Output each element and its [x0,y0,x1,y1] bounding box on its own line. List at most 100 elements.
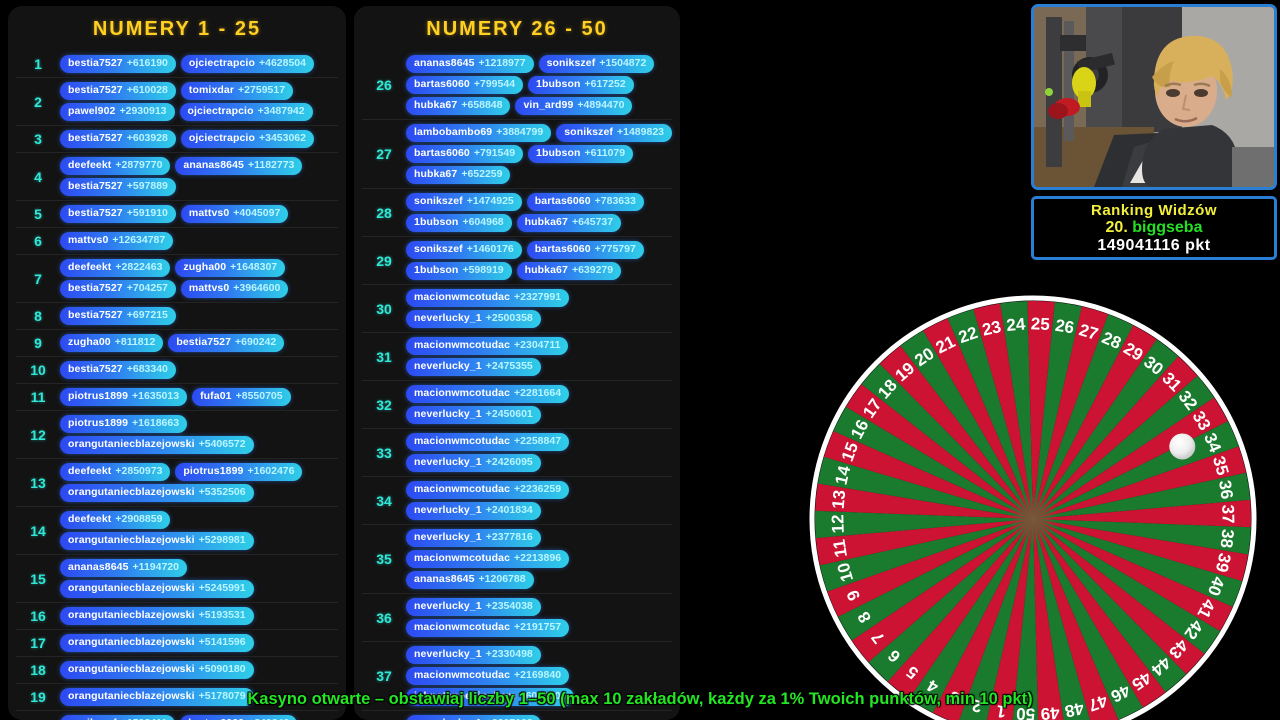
bet-pill: macionwmcotudac +2327991 [406,289,570,307]
bet-amount: +683340 [126,363,168,375]
bet-pill: bartas6060 +849242 [180,715,298,720]
bet-username: bartas6060 [534,195,591,207]
bet-list: neverlucky_1 +2330498 macionwmcotudac +2169… [406,644,672,708]
bet-amount: +2401834 [485,504,533,516]
table-row: 33 macionwmcotudac +2258847 neverlucky_1 +24… [362,428,672,476]
bet-pill: neverlucky_1 +2307193 [406,715,541,720]
bet-username: hubka67 [524,216,568,228]
bet-username: orangutaniecblazejowski [68,438,195,450]
panel-title: NUMERY 26 - 50 [426,18,608,40]
bet-pill: deefeekt +2908859 [60,511,171,529]
bet-amount: +1489823 [616,126,664,138]
table-row: 31 macionwmcotudac +2304711 neverlucky_1 +24… [362,332,672,380]
bet-pill: bartas6060 +783633 [526,193,644,211]
bet-pill: neverlucky_1 +2354038 [406,598,541,616]
bet-username: deefeekt [68,159,112,171]
row-number: 29 [376,252,392,269]
bet-amount: +12634787 [112,234,166,246]
row-number: 33 [376,444,392,461]
bet-pill: hubka67 +639279 [516,262,622,280]
row-number: 4 [34,168,42,185]
panel-title: NUMERY 1 - 25 [92,18,262,40]
bet-pill: sonikszef +1474925 [406,193,522,211]
wheel-segment [1033,519,1233,632]
bet-pill: mattvs0 +3964600 [180,280,289,298]
bet-username: bestia7527 [68,84,123,96]
wheel-segment [1033,519,1143,720]
bet-username: vin_ard99 [523,99,574,111]
bet-pill: 1bubson +598919 [406,262,512,280]
numbers-panel-1-25: NUMERY 1 - 25 1 bestia7527 +616190 ojciectr… [8,6,346,720]
bet-amount: +652259 [461,168,503,180]
row-number: 27 [376,146,392,162]
bet-username: bartas6060 [414,147,470,159]
wheel-number-label: 13 [829,489,850,510]
bet-username: macionwmcotudac [414,339,511,351]
bet-amount: +791549 [473,147,516,159]
ranking-position: 20. [1105,218,1128,236]
bet-list: orangutaniecblazejowski +5193531 [60,605,338,627]
table-row: 16 orangutaniecblazejowski +5193531 [16,602,338,629]
wheel-segment [824,431,1033,519]
bet-username: neverlucky_1 [414,312,482,324]
wheel-segment [1033,446,1247,519]
table-row: 27 lambobambo69 +3884799 sonikszef +1489823 b… [362,119,672,188]
row-number: 1 [34,56,42,72]
bet-amount: +5245991 [198,582,246,594]
bet-amount: +2191757 [514,621,562,633]
wheel-number-label: 1 [995,701,1007,720]
wheel-segment [1033,306,1109,519]
row-number: 34 [376,492,392,509]
bet-list: mattvs0 +12634787 [60,230,338,252]
bet-amount: +2258847 [514,435,562,447]
bet-pill: bestia7527 +697215 [60,307,176,325]
bet-amount: +1218977 [478,57,526,69]
wheel-segment [827,519,1033,617]
bet-username: neverlucky_1 [414,408,482,420]
wheel-segment [815,519,1033,566]
bet-amount: +2930913 [119,105,167,117]
bet-list: deefeekt +2822463 zugha00 +1648307 bestia752… [60,257,338,300]
wheel-number-label: 35 [1209,454,1232,477]
bet-amount: +1635013 [132,390,180,402]
bet-amount: +2879770 [115,159,163,171]
bet-username: piotrus1899 [183,465,244,477]
bet-list: macionwmcotudac +2258847 neverlucky_1 +2426… [406,431,672,474]
ranking-nickname: biggseba [1132,218,1203,236]
bet-pill: deefeekt +2822463 [60,259,171,277]
row-number: 8 [34,308,42,324]
bet-pill: macionwmcotudac +2258847 [406,433,570,451]
bet-list: deefeekt +2879770 ananas8645 +1182773 bestia… [60,155,338,198]
wheel-number-label: 23 [980,317,1003,340]
bet-list: zugha00 +811812 bestia7527 +690242 [60,332,338,354]
table-row: 9 zugha00 +811812 bestia7527 +690242 [16,329,338,356]
bet-username: 1bubson [536,78,581,90]
table-row: 13 deefeekt +2850973 piotrus1899 +1602476 ora… [16,458,338,506]
bet-username: bestia7527 [176,336,232,348]
bet-username: bartas6060 [534,243,591,255]
bet-pill: orangutaniecblazejowski +5193531 [60,607,254,625]
roulette-wheel[interactable]: 1 2 3 4 5 6 7 8 9 10 11 12 13 14 15 16 17 18 19 20 21 22 23 24 2… [808,294,1258,720]
bet-username: ojciectrapcio [188,132,255,144]
bet-amount: +3453062 [258,132,306,144]
bet-username: bestia7527 [68,132,123,144]
wheel-segment [1033,519,1205,675]
bet-list: neverlucky_1 +2377816 macionwmcotudac +2213… [406,527,672,591]
bet-username: ananas8645 [183,159,244,171]
bet-list: bestia7527 +610028 tomixdar +2759517 pawel90… [60,80,338,123]
wheel-segment [815,510,1033,539]
row-number: 28 [376,204,392,221]
wheel-segment [833,406,1033,519]
bet-pill: ojciectrapcio +3453062 [180,130,314,148]
wheel-segment [868,519,1033,682]
bet-pill: neverlucky_1 +2426095 [406,454,541,472]
bet-pill: ojciectrapcio +3487942 [179,103,313,121]
bet-username: sonikszef [564,126,613,138]
bet-username: fufa01 [200,390,232,402]
bet-amount: +2327991 [514,291,562,303]
bet-amount: +2304711 [514,339,561,351]
wheel-segment [1012,519,1039,720]
bet-username: bartas6060 [414,78,470,90]
bet-amount: +1598411 [121,716,167,720]
